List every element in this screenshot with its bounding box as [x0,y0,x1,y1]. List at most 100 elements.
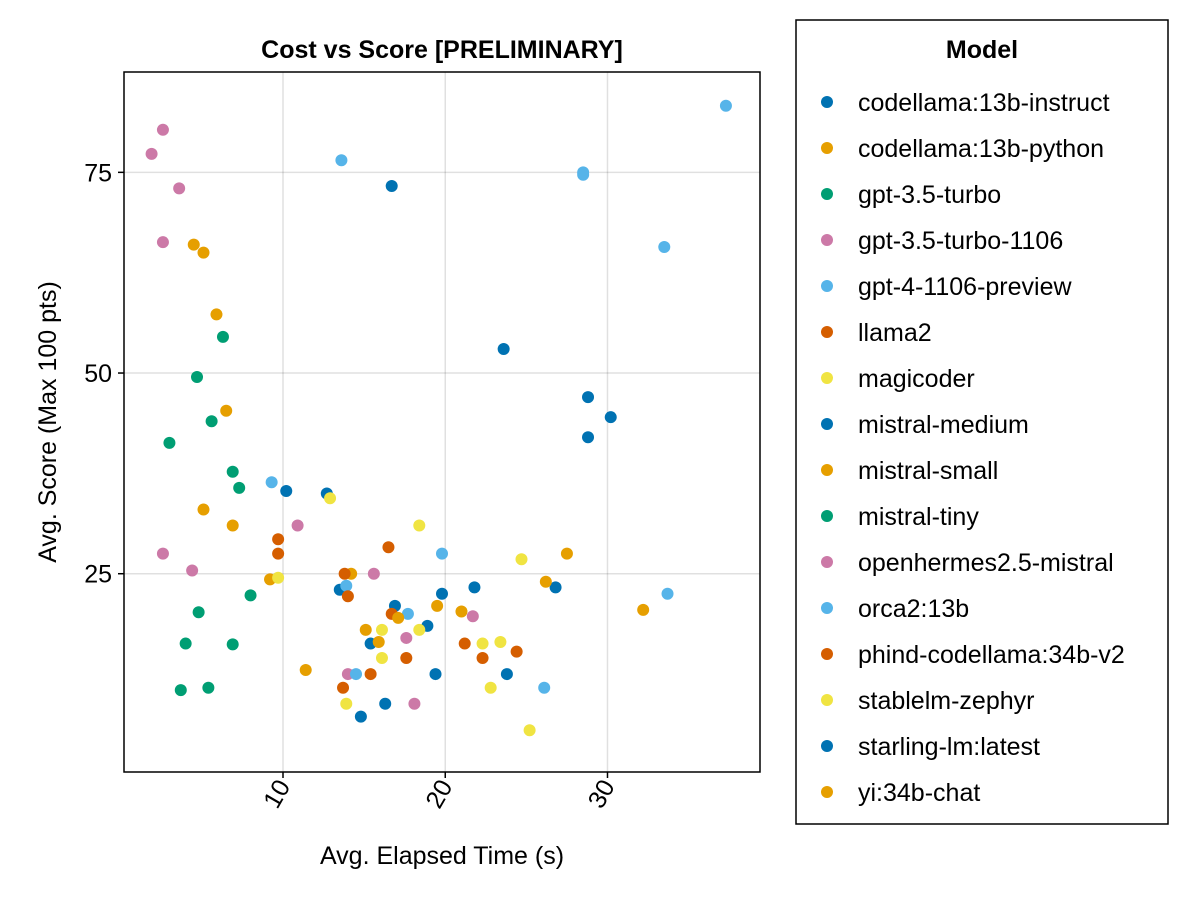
y-axis-label: Avg. Score (Max 100 pts) [34,281,62,563]
data-point [145,147,158,160]
data-point [375,623,388,636]
data-point [337,681,350,694]
data-point [291,519,304,532]
data-point [156,236,169,249]
legend-label: mistral-medium [858,411,1029,439]
data-point [340,697,353,710]
data-point [299,664,312,677]
data-point [515,553,528,566]
data-point [272,571,285,584]
data-point [350,668,363,681]
legend-label: codellama:13b-instruct [858,89,1110,117]
data-point [191,371,204,384]
data-point [220,404,233,417]
data-point [539,575,552,588]
plot-frame [123,71,761,773]
data-point [382,541,395,554]
data-point [582,431,595,444]
y-tick-label: 25 [84,561,112,589]
legend-marker [821,142,833,154]
legend-label: gpt-3.5-turbo-1106 [858,227,1063,255]
data-point [372,635,385,648]
data-point [364,668,377,681]
data-point [174,684,187,697]
data-point [341,590,354,603]
data-point [577,168,590,181]
legend-label: codellama:13b-python [858,135,1104,163]
data-point [661,587,674,600]
data-point [379,697,392,710]
legend-label: gpt-4-1106-preview [858,273,1072,301]
legend-label: phind-codellama:34b-v2 [858,641,1125,669]
data-point [216,330,229,343]
data-point [455,605,468,618]
legend-marker [821,326,833,338]
data-point [197,503,210,516]
data-point [476,652,489,665]
data-point [637,603,650,616]
data-point [413,623,426,636]
legend-marker [821,280,833,292]
data-point [400,631,413,644]
y-tick-label: 75 [84,159,112,187]
data-point [272,533,285,546]
legend-marker [821,602,833,614]
data-point [226,519,239,532]
legend-label: mistral-tiny [858,503,979,531]
legend-label: magicoder [858,365,975,393]
legend-marker [821,188,833,200]
data-point [156,123,169,136]
legend-marker [821,648,833,660]
data-point [173,182,186,195]
data-point [538,681,551,694]
y-tick-label: 50 [84,360,112,388]
data-point [179,637,192,650]
legend-marker [821,418,833,430]
legend-marker [821,740,833,752]
legend-label: yi:34b-chat [858,779,980,807]
legend-box [795,19,1169,825]
chart-title: Cost vs Score [PRELIMINARY] [261,36,623,64]
legend-marker [821,786,833,798]
legend-marker [821,556,833,568]
data-point [359,623,372,636]
data-point [429,668,442,681]
data-point [408,697,421,710]
data-point [560,547,573,560]
legend-entries: codellama:13b-instruct codellama:13b-pyth… [821,89,1125,807]
legend-label: gpt-3.5-turbo [858,181,1001,209]
data-point [523,724,536,737]
data-point [494,635,507,648]
data-point [244,589,257,602]
data-point [549,581,562,594]
data-point [500,668,513,681]
legend-label: llama2 [858,319,932,347]
x-axis-label: Avg. Elapsed Time (s) [320,842,564,870]
data-point [324,492,337,505]
legend-marker [821,372,833,384]
x-tick-label: 20 [420,775,458,813]
data-point [156,547,169,560]
data-point [265,476,278,489]
grid-lines [124,72,760,772]
data-point [338,567,351,580]
data-point [335,154,348,167]
data-point [375,652,388,665]
data-point [458,637,471,650]
data-point [436,587,448,600]
data-point [497,342,510,355]
data-point [340,579,353,592]
legend-marker [821,510,833,522]
data-point [413,519,426,532]
legend-marker [821,464,833,476]
data-point [272,547,285,560]
data-point [197,246,210,259]
data-point [187,238,200,251]
legend-label: starling-lm:latest [858,733,1040,761]
data-point [202,681,215,694]
data-point [392,611,405,624]
data-point [582,391,595,404]
data-point [385,179,398,192]
